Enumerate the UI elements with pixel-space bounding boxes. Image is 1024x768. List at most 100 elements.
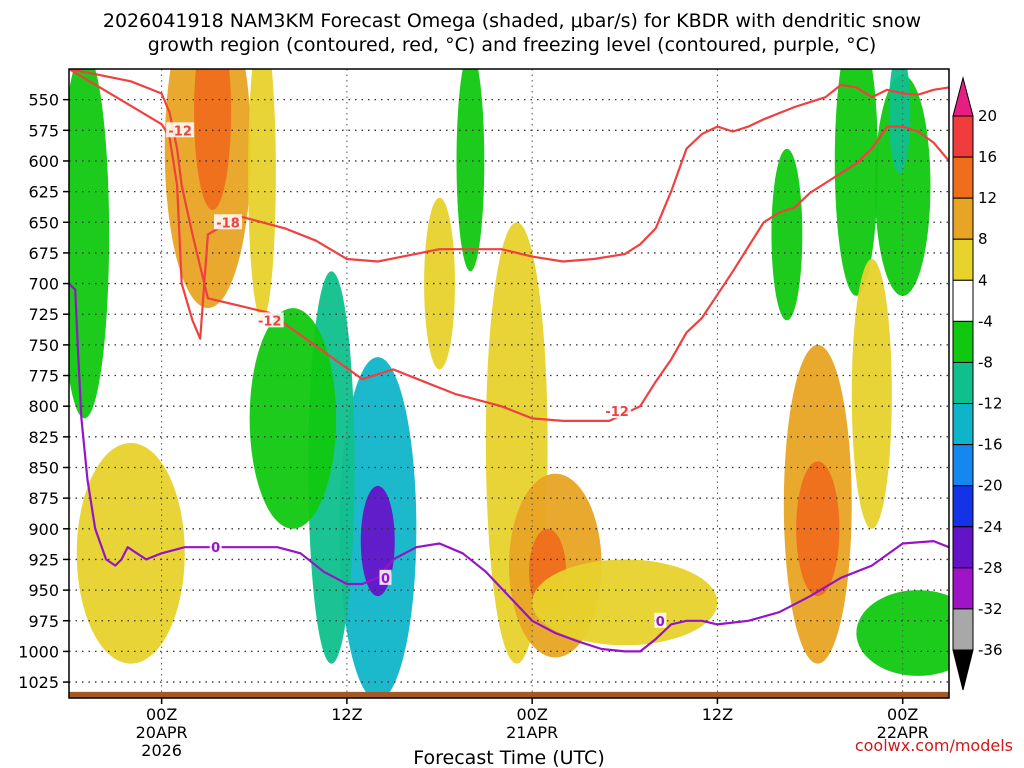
contour-label-2-2: 0: [656, 615, 665, 630]
colorbar-swatch-4: [952, 279, 974, 322]
y-tick-label-750: 750: [28, 336, 59, 355]
colorbar-bottom-arrow: [952, 649, 974, 691]
colorbar-label-12: -32: [978, 600, 1003, 618]
omega-region-lift-h50-sfc: [856, 590, 949, 676]
x-tick-label-0-2: 2026: [141, 741, 182, 760]
y-tick-label-725: 725: [28, 305, 59, 324]
omega-region-lift-left-edge: [69, 69, 110, 419]
y-tick-label-550: 550: [28, 91, 59, 110]
contour-label-bg-2-1: [379, 569, 392, 585]
x-tick-label-24-1: 21APR: [506, 723, 558, 742]
y-tick-label-650: 650: [28, 213, 59, 232]
colorbar-label-5: -4: [978, 312, 993, 330]
x-tick-label-0-1: 20APR: [136, 723, 188, 742]
x-tick-label-0-0: 00Z: [146, 705, 177, 724]
grid-lines: [69, 69, 949, 698]
omega-colorbar: 20 16 12 8 4 -4 -8 -12 -16 -20 -24 -28 -32 -36: [952, 76, 1003, 691]
contour-label-bg-2-0: [209, 539, 222, 555]
y-tick-label-875: 875: [28, 489, 59, 508]
colorbar-label-1: 16: [978, 148, 997, 166]
omega-region-sink-h46: [851, 259, 892, 529]
y-tick-label-1000: 1000: [18, 642, 59, 661]
terrain-fill: [69, 691, 949, 698]
omega-region-lift-h28: [456, 69, 485, 272]
omega-region-lift-h44: [834, 69, 878, 296]
y-tick-label-925: 925: [28, 550, 59, 569]
colorbar-swatch-7: [952, 403, 974, 446]
contour-label-1-1: -12: [258, 314, 282, 329]
y-tick-label-850: 850: [28, 458, 59, 477]
y-tick-label-1025: 1025: [18, 673, 59, 692]
colorbar-label-7: -12: [978, 395, 1003, 413]
omega-region-sink-h3-core: [194, 69, 232, 210]
y-tick-label-675: 675: [28, 244, 59, 263]
plot-area: -18 -12 -12 -12 0 0 0: [68, 68, 950, 699]
colorbar-label-0: 20: [978, 107, 997, 125]
omega-region-sink-h6: [248, 69, 276, 321]
colorbar-swatch-11: [952, 567, 974, 610]
contour-label-bg-1-1: [255, 312, 284, 328]
contour-label-bg-0-0: [214, 214, 243, 230]
omega-region-lift-h38: [771, 148, 803, 321]
x-tick-label-48-0: 00Z: [887, 705, 918, 724]
y-tick-label-900: 900: [28, 520, 59, 539]
colorbar-swatch-9: [952, 485, 974, 528]
y-tick-label-950: 950: [28, 581, 59, 600]
colorbar-label-13: -36: [978, 641, 1003, 659]
chart-title-line-1: 2026041918 NAM3KM Forecast Omega (shaded…: [103, 10, 921, 32]
y-tick-label-700: 700: [28, 275, 59, 294]
brand-watermark: coolwx.com/models: [855, 736, 1013, 755]
y-tick-label-975: 975: [28, 612, 59, 631]
contour-label-1-2: -12: [605, 405, 629, 420]
x-axis-label: Forecast Time (UTC): [413, 747, 604, 768]
pressure-axis: 550 575 600 625 650 675 700 725 750 775 800 825 850 8…: [18, 91, 69, 692]
omega-region-sink-h-3-low: [76, 442, 185, 664]
contour-label-1-0: -12: [168, 124, 192, 139]
colorbar-swatch-8: [952, 444, 974, 487]
colorbar-label-9: -20: [978, 477, 1003, 495]
colorbar-swatch-0: [952, 115, 974, 158]
colorbar-label-4: 4: [978, 271, 988, 289]
y-tick-label-800: 800: [28, 397, 59, 416]
terrain-band: [69, 691, 949, 698]
y-tick-label-600: 600: [28, 152, 59, 171]
omega-region-sink-h30: [532, 559, 718, 646]
contour-label-2-1: 0: [381, 572, 390, 587]
contour-series-1: [69, 69, 949, 422]
colorbar-swatch-2: [952, 197, 974, 240]
omega-region-lift-h48-core: [888, 69, 911, 174]
colorbar-label-2: 12: [978, 189, 997, 207]
chart-title-line-2: growth region (contoured, red, °C) and f…: [148, 34, 877, 56]
x-tick-label-48-1: 22APR: [877, 723, 929, 742]
contour-label-0-0: -18: [216, 216, 240, 231]
colorbar-swatch-1: [952, 156, 974, 199]
colorbar-swatch-6: [952, 361, 974, 405]
colorbar-label-10: -24: [978, 518, 1003, 536]
contour-label-bg-2-2: [654, 612, 667, 628]
colorbar-label-6: -8: [978, 353, 993, 371]
y-tick-label-825: 825: [28, 428, 59, 447]
y-tick-label-775: 775: [28, 367, 59, 386]
colorbar-swatch-12: [952, 608, 974, 651]
contour-series-2: [69, 282, 949, 653]
contour-lines: -18 -12 -12 -12 0 0 0: [69, 69, 949, 653]
contour-label-bg-1-0: [166, 122, 195, 138]
colorbar-swatch-10: [952, 526, 974, 569]
contour-label-bg-1-2: [603, 403, 632, 419]
colorbar-swatch-3: [952, 238, 974, 281]
y-tick-label-625: 625: [28, 183, 59, 202]
plot-frame: [68, 68, 950, 699]
x-tick-label-36-0: 12Z: [702, 705, 733, 724]
colorbar-label-3: 8: [978, 230, 988, 248]
colorbar-label-8: -16: [978, 436, 1003, 454]
y-tick-label-575: 575: [28, 121, 59, 140]
omega-region-lift-h8: [249, 308, 337, 529]
x-tick-label-12-0: 12Z: [331, 705, 362, 724]
x-tick-label-24-0: 00Z: [516, 705, 547, 724]
contour-label-2-0: 0: [211, 541, 220, 556]
contour-series-0: [69, 69, 949, 340]
colorbar-label-11: -28: [978, 559, 1003, 577]
colorbar-swatch-5: [952, 320, 974, 363]
